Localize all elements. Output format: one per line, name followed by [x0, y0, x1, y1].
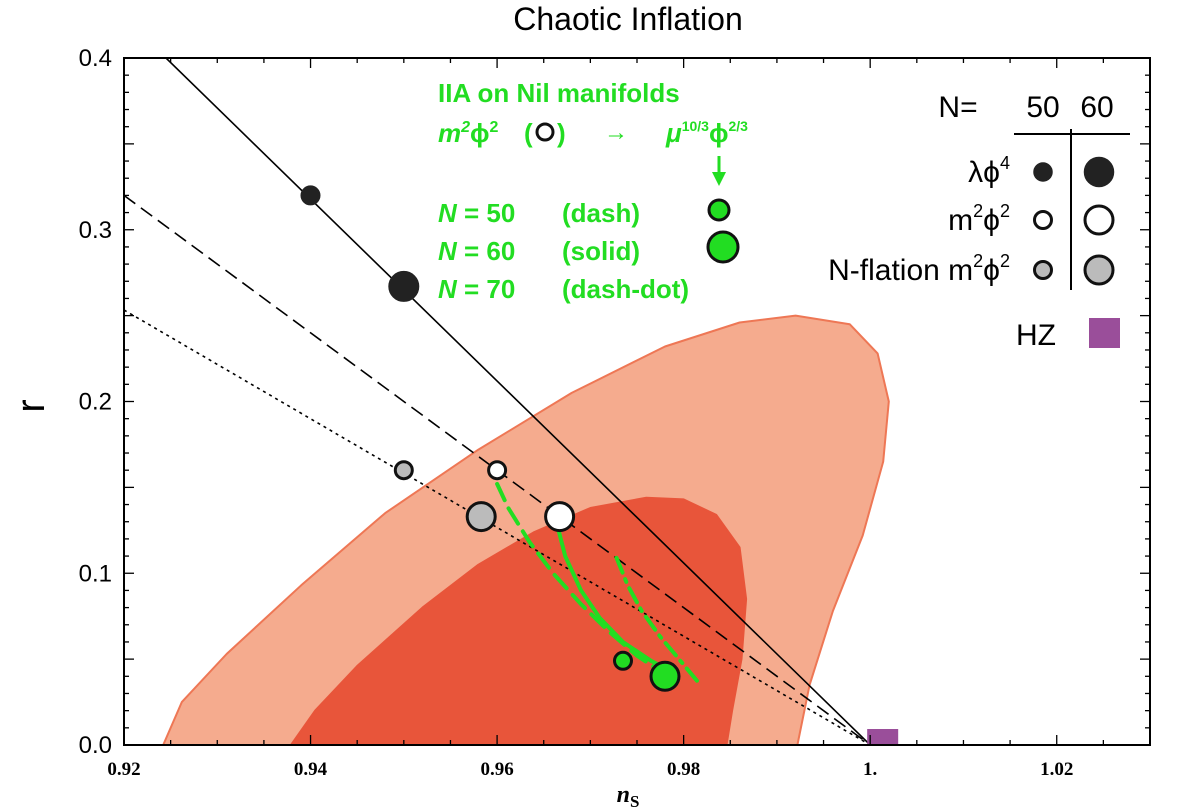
point-m2phi2-n60: [544, 501, 576, 533]
annotation-row-desc: (dash): [562, 198, 640, 228]
contour-inner: [290, 496, 748, 745]
x-axis-label: nS: [617, 782, 640, 807]
legend-m2phi2-n60-marker: [1083, 204, 1115, 236]
annotation-arrow: →: [604, 119, 628, 146]
model-points: [300, 185, 681, 692]
x-tick-label: 1.: [863, 759, 877, 780]
annotation-row: N = 60: [438, 236, 515, 266]
annotation-n50-marker: [707, 198, 731, 222]
legend-label-m2phi2: m2ϕ2: [948, 201, 1010, 237]
legend-hz-marker: [1089, 318, 1120, 348]
legend-nflation-n60-marker: [1083, 254, 1115, 286]
legend-lambda-phi4-n50-marker: [1033, 162, 1053, 182]
annotation-n60-marker: [706, 230, 740, 264]
x-axis-label-main: n: [617, 782, 630, 807]
confidence-contours: [162, 314, 890, 745]
legend-col-60: 60: [1080, 91, 1113, 124]
nil-annotation: IIA on Nil manifolds m2ϕ2 ( ) → μ10/3ϕ2/…: [438, 78, 748, 304]
x-tick-label: 0.96: [480, 759, 513, 780]
y-axis-label: r: [9, 399, 53, 412]
point-lambda-phi4-n60: [388, 270, 420, 302]
legend-label-nflation: N-flation m2ϕ2: [828, 251, 1010, 287]
annotation-heading: IIA on Nil manifolds: [438, 78, 680, 108]
point-m2phi2-n50: [487, 460, 508, 481]
y-tick-label: 0.4: [79, 45, 112, 72]
legend-m2phi2-n50-marker: [1033, 210, 1053, 230]
legend-lambda-phi4-n60-marker: [1083, 156, 1115, 188]
hz-marker: [867, 729, 899, 745]
y-tick-label: 0.2: [79, 389, 112, 416]
point-mu-phi23-n60: [649, 660, 681, 692]
nil-manifold-curves: [495, 481, 700, 684]
annotation-m2phi2: m2ϕ2: [438, 118, 499, 148]
y-tick-label: 0.3: [79, 217, 112, 244]
point-mu-phi23-n50: [613, 650, 633, 671]
annotation-close-paren: ): [557, 118, 566, 148]
legend: N= 50 60 λϕ4 m2ϕ2 N-flation m2ϕ2 HZ: [828, 91, 1130, 352]
annotation-down-arrow-icon: [712, 156, 726, 186]
x-tick-label: 0.92: [107, 759, 140, 780]
annotation-row: N = 70: [438, 274, 515, 304]
line-lambda-phi4: [165, 58, 871, 745]
green-curve-solid: [555, 524, 677, 675]
axis-ticks: 0.92 0.94 0.96 0.98 1. 1.02 0.0 0.1 0.2 0.3 0.4: [79, 45, 1151, 780]
hz-point: [867, 729, 899, 745]
annotation-open-paren: (: [524, 118, 533, 148]
annotation-row-desc: (solid): [562, 236, 640, 266]
x-axis-label-sub: S: [630, 792, 639, 807]
y-tick-label: 0.0: [79, 732, 112, 759]
annotation-row-desc: (dash-dot): [562, 274, 689, 304]
annotation-open-circle-icon: [535, 122, 555, 142]
point-nflation-n50: [393, 460, 414, 481]
annotation-mu-phi: μ10/3ϕ2/3: [665, 118, 748, 148]
legend-n-label: N=: [938, 91, 977, 124]
x-tick-label: 1.02: [1040, 759, 1073, 780]
x-tick-label: 0.98: [667, 759, 700, 780]
green-curve-dash: [495, 481, 666, 675]
legend-nflation-n50-marker: [1033, 260, 1053, 280]
annotation-row: N = 50: [438, 198, 515, 228]
point-lambda-phi4-n50: [300, 185, 321, 206]
legend-col-50: 50: [1026, 91, 1059, 124]
y-tick-label: 0.1: [79, 560, 112, 587]
chart-title: Chaotic Inflation: [513, 1, 742, 37]
point-nflation-n60: [465, 501, 497, 533]
x-tick-label: 0.94: [294, 759, 328, 780]
legend-label-lambda-phi4: λϕ4: [968, 153, 1010, 189]
green-curve-dashdot: [614, 555, 700, 684]
legend-label-hz: HZ: [1016, 319, 1056, 352]
